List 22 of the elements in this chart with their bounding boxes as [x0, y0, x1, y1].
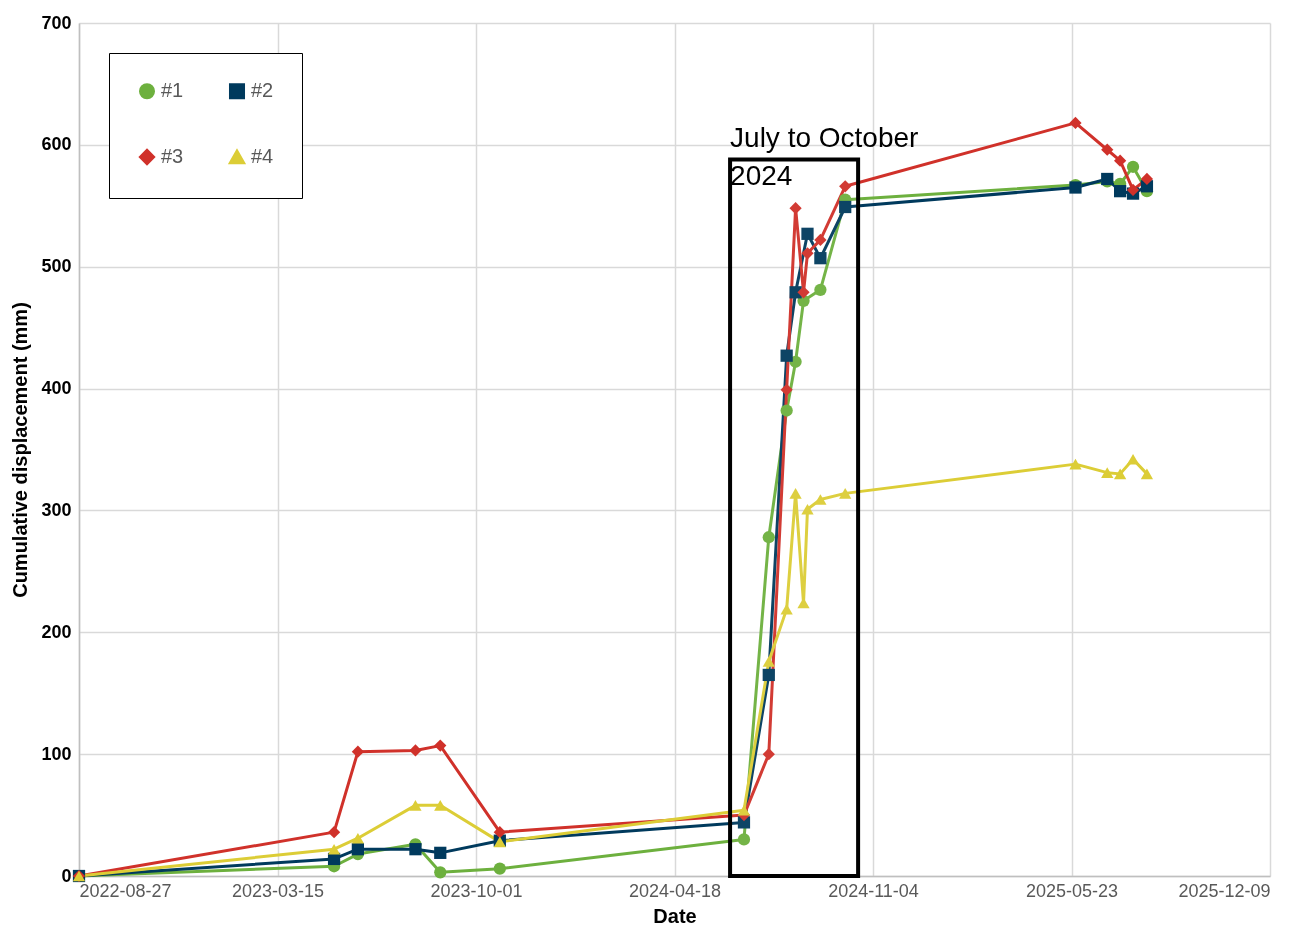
x-tick-label: 2024-11-04: [828, 880, 919, 901]
legend-label: #4: [251, 145, 274, 167]
x-tick-label: 2023-03-15: [231, 880, 325, 901]
x-tick-label: 2025-05-23: [1025, 880, 1119, 901]
legend-label: #1: [161, 79, 184, 102]
x-axis-title: Date: [653, 904, 697, 927]
legend-label: #2: [251, 79, 274, 102]
y-tick-label: 300: [41, 499, 72, 520]
y-tick-label: 0: [61, 865, 72, 886]
x-tick-label: 2024-04-18: [628, 880, 722, 901]
y-axis-title: Cumulative displacement (mm): [9, 302, 32, 598]
y-tick-label: 600: [41, 134, 72, 155]
y-tick-label: 200: [41, 621, 72, 642]
x-tick-label: 2025-12-09: [1178, 880, 1271, 901]
x-tick-label: 2022-08-27: [79, 880, 172, 901]
legend-label: #3: [161, 145, 184, 167]
y-tick-label: 700: [41, 12, 72, 33]
y-tick-label: 400: [41, 378, 72, 399]
y-tick-label: 100: [41, 743, 72, 764]
y-tick-label: 500: [41, 256, 72, 277]
band-label: July to October 2024: [730, 122, 919, 192]
x-tick-label: 2023-10-01: [430, 880, 523, 901]
